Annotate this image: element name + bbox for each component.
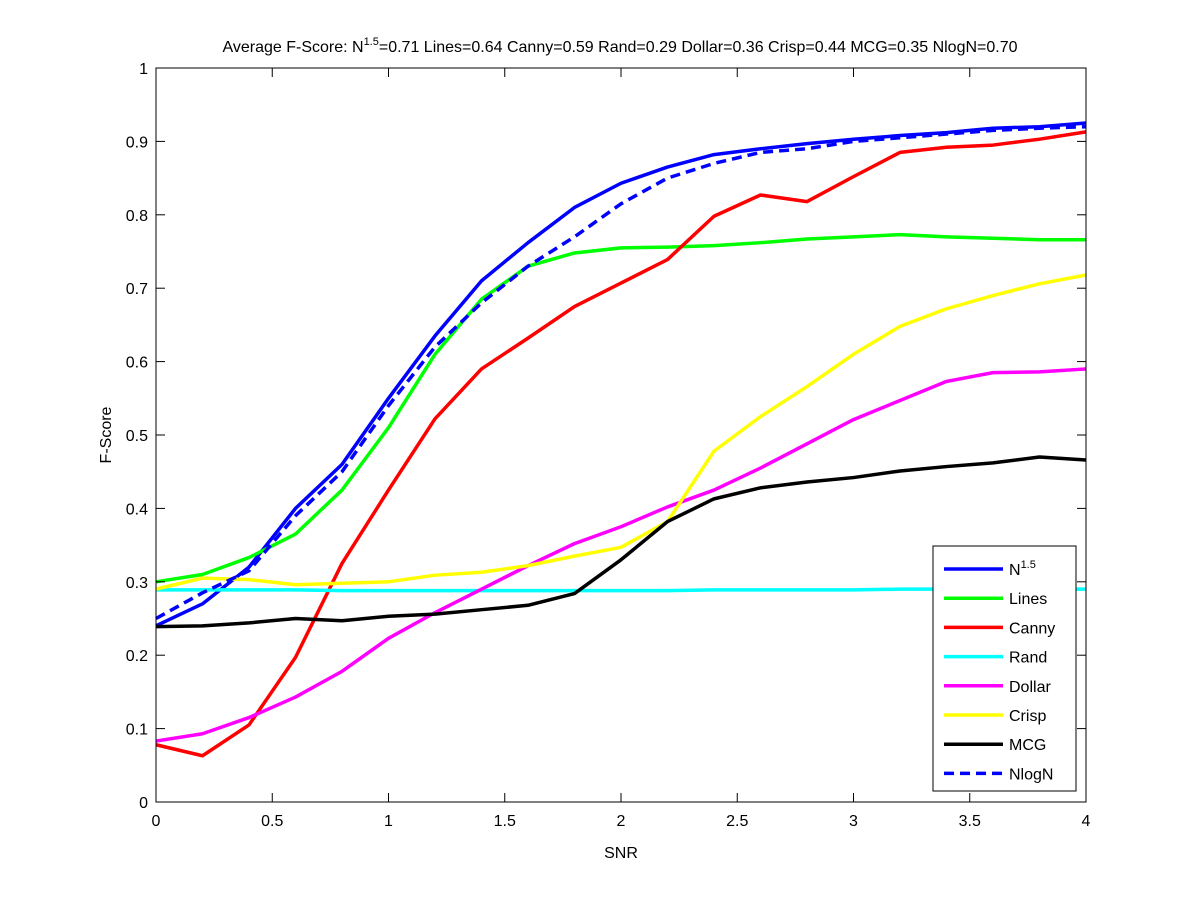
chart-title-suffix: =0.71 Lines=0.64 Canny=0.59 Rand=0.29 Do… [379,39,1018,56]
y-tick-label: 1 [139,61,148,78]
legend-label-dollar: Dollar [1009,679,1051,696]
series-line-lines [155,232,1086,584]
legend-label-canny: Canny [1009,620,1055,637]
legend-box [932,545,1077,792]
y-tick-label: 0.3 [126,575,148,592]
x-tick-label: 0.5 [261,813,283,830]
y-tick-label: 0.8 [126,208,148,225]
y-tick-label: 0.4 [126,501,148,518]
y-tick-label: 0.9 [126,134,148,151]
series-line-dollar [155,367,1087,743]
series-layer [155,121,1087,758]
y-tick-label: 0.6 [126,355,148,372]
legend-label-mcg: MCG [1009,737,1046,754]
legend-label-text: Canny [1009,620,1055,637]
legend-label-crisp: Crisp [1009,708,1046,725]
y-tick-label: 0.1 [126,722,148,739]
chart-title-superscript: 1.5 [364,36,379,48]
y-tick-label: 0 [139,795,148,812]
x-tick-label: 0 [152,813,161,830]
x-axis-label: SNR [604,845,638,862]
series-line-canny [155,130,1087,758]
legend-label-nlogn: NlogN [1009,766,1053,783]
y-tick-label: 0.5 [126,428,148,445]
y-axis-label: F-Score [98,406,115,463]
x-tick-label: 3 [849,813,858,830]
legend-label-superscript: 1.5 [1021,559,1036,571]
legend-label-text: Dollar [1009,679,1051,696]
legend-label-text: MCG [1009,737,1046,754]
y-tick-label: 0.2 [126,648,148,665]
series-line-rand [156,587,1086,593]
chart-title-prefix: Average F-Score: N [222,39,363,56]
x-tick-label: 1 [384,813,393,830]
series-line-nlogn [155,124,1087,621]
plot-frame [155,67,1087,803]
y-tick-label: 0.7 [126,281,148,298]
legend-label-text: Rand [1009,650,1047,667]
x-tick-label: 4 [1082,813,1091,830]
plot-area [156,68,1086,802]
chart-title: Average F-Score: N1.5=0.71 Lines=0.64 Ca… [222,36,1017,56]
legend-label-text: N [1009,562,1021,579]
legend-label-text: Crisp [1009,708,1046,725]
series-line-crisp [155,273,1087,591]
series-line-mcg [155,455,1087,629]
axis-ticks: 0 0.5 1 1.5 2 2.5 3 3.5 4 0 0.1 0.2 0.3 0.4 0.5 0.6 0.7 0… [126,61,1091,830]
x-tick-label: 2.5 [726,813,748,830]
legend-label-rand: Rand [1009,650,1047,667]
legend-label-text: NlogN [1009,766,1053,783]
legend-label-text: Lines [1009,591,1047,608]
legend-label-n: N1.5 [1009,559,1036,579]
legend: N1.5 Lines Canny Rand Dollar Crisp MCG NlogN [932,545,1077,792]
x-tick-label: 3.5 [959,813,981,830]
x-tick-label: 1.5 [494,813,516,830]
legend-label-lines: Lines [1009,591,1047,608]
x-tick-label: 2 [617,813,626,830]
